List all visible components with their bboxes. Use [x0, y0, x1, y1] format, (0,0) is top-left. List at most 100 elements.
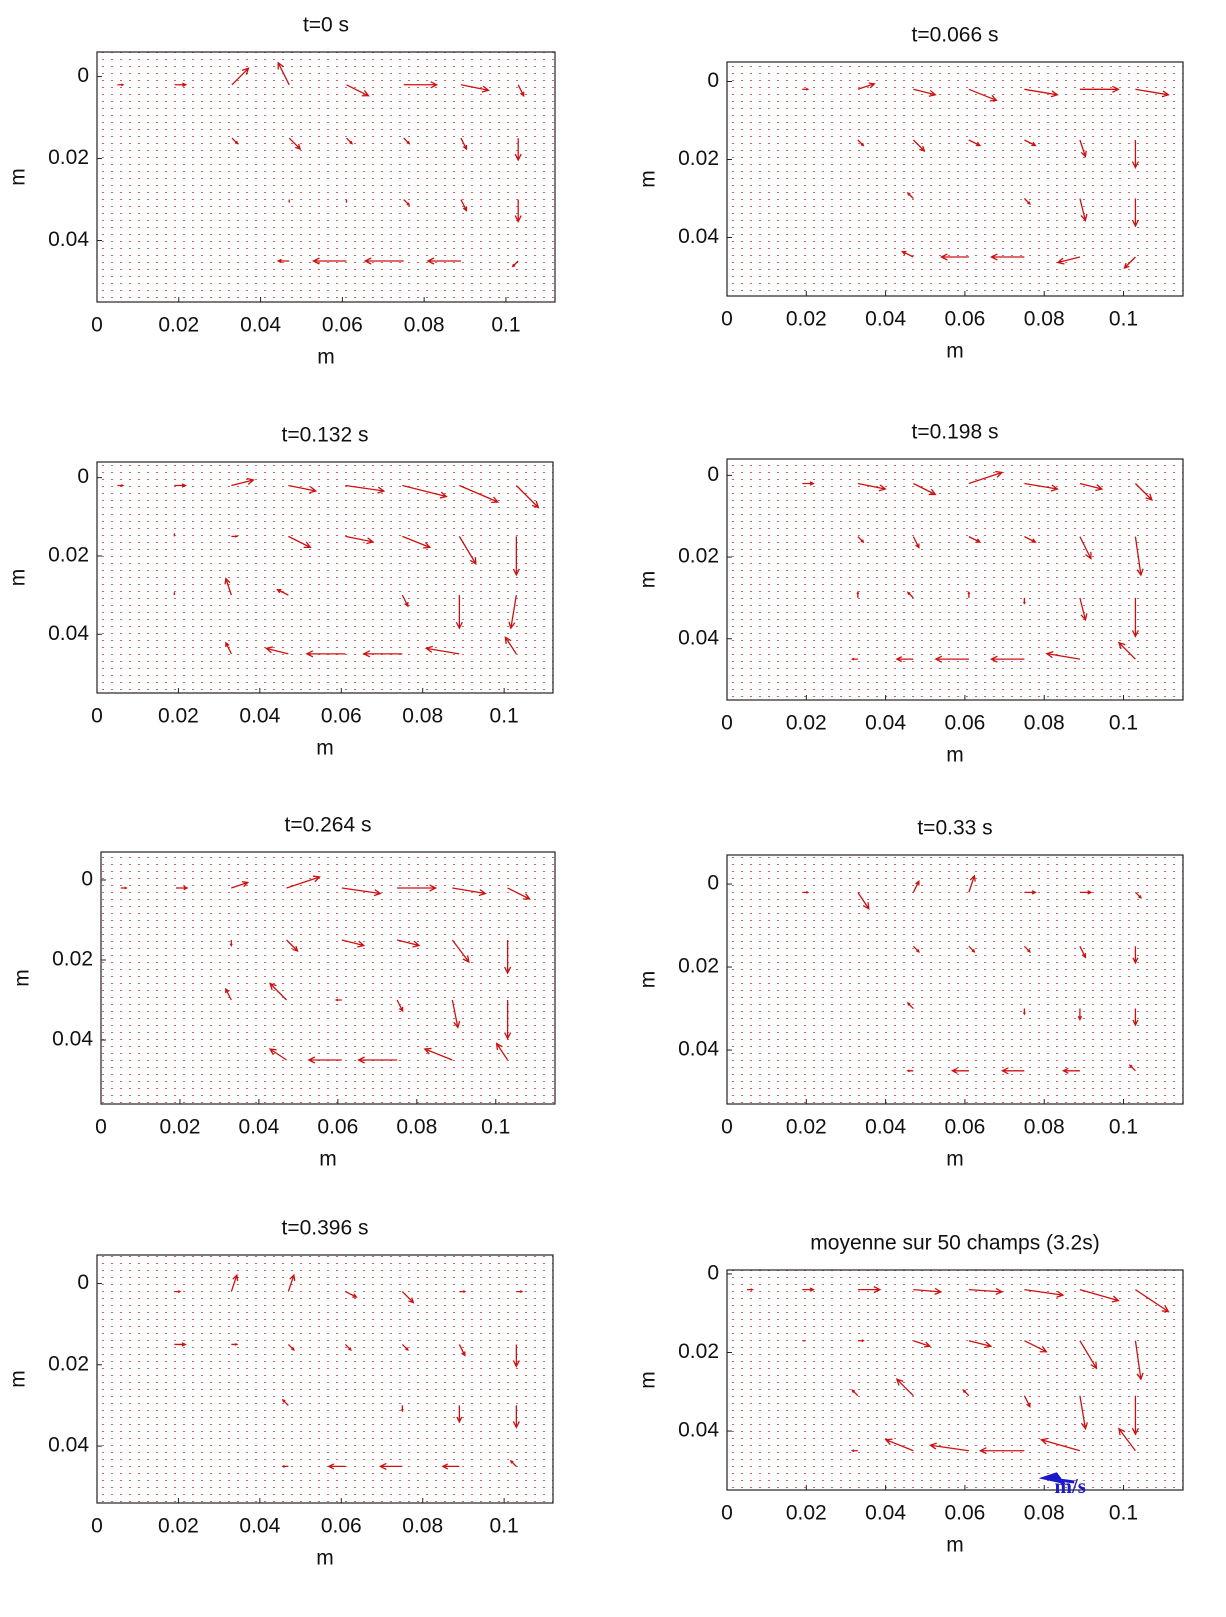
- vector-arrow: [913, 1287, 943, 1295]
- vector-arrow: [400, 1405, 404, 1413]
- vector-arrow: [281, 1398, 289, 1406]
- vector-arrow: [269, 982, 288, 1001]
- vector-arrow: [802, 1339, 806, 1342]
- vector-arrow: [403, 81, 439, 89]
- vector-arrow: [460, 137, 468, 151]
- vector-arrow: [225, 987, 232, 1001]
- y-axis-label: m: [11, 969, 34, 987]
- vector-arrow: [857, 482, 887, 492]
- subplot-title: t=0.198 s: [912, 421, 999, 444]
- vector-arrow: [345, 137, 353, 145]
- vector-arrow: [1128, 1064, 1136, 1072]
- subplot: 0 0.02 0.04 0.06 0.08 0.1 0 0.02 0.04 t=0.396 s m m: [7, 1217, 554, 1570]
- y-tick-label: 0: [77, 465, 89, 488]
- vector-arrow: [906, 1069, 914, 1073]
- vector-arrow: [1040, 1437, 1081, 1452]
- plot-background: [727, 62, 1183, 296]
- vector-arrow: [397, 884, 438, 892]
- x-tick-label: 0.06: [944, 308, 985, 331]
- y-axis-label: m: [637, 1371, 660, 1389]
- vector-arrow: [441, 1463, 460, 1470]
- vector-arrow: [746, 1288, 754, 1292]
- y-tick-label: 0: [77, 1271, 89, 1294]
- y-tick-label: 0.04: [678, 225, 719, 248]
- vector-arrow: [1079, 85, 1120, 93]
- plot-background: [101, 852, 555, 1104]
- x-tick-label: 0.04: [239, 1515, 280, 1538]
- vector-arrow: [1079, 536, 1092, 560]
- vector-arrow: [345, 484, 386, 494]
- axes-box: [100, 851, 556, 1105]
- vector-arrow: [1024, 139, 1037, 147]
- x-tick-label: 0.02: [786, 1116, 827, 1139]
- axes-box: [726, 1269, 1184, 1491]
- vector-arrow: [912, 536, 920, 549]
- vector-arrow: [423, 1047, 453, 1061]
- vector-arrow: [912, 139, 926, 153]
- vector-arrow: [1022, 597, 1026, 605]
- vector-arrow: [495, 1042, 509, 1061]
- x-tick-label: 0.1: [491, 314, 520, 337]
- x-tick-label: 0.04: [865, 1116, 906, 1139]
- x-tick-label: 0.02: [158, 314, 199, 337]
- vector-arrow: [1135, 1289, 1170, 1313]
- x-tick-label: 0.06: [317, 1116, 358, 1139]
- x-tick-label: 0.1: [490, 1515, 519, 1538]
- vector-arrow: [857, 1339, 865, 1343]
- x-tick-label: 0.06: [321, 705, 362, 728]
- y-tick-label: 0.02: [678, 147, 719, 170]
- x-tick-label: 0.08: [1024, 1502, 1065, 1525]
- x-tick-label: 0.02: [158, 705, 199, 728]
- vector-arrow: [458, 1344, 466, 1357]
- vector-arrow: [504, 636, 517, 655]
- vector-arrow: [1024, 482, 1059, 492]
- x-tick-label: 0.1: [1109, 308, 1138, 331]
- subplot-title: t=0 s: [303, 14, 349, 37]
- x-tick-label: 0.02: [158, 1515, 199, 1538]
- vector-arrow: [174, 1342, 187, 1347]
- y-tick-label: 0: [81, 868, 93, 891]
- vector-arrow: [402, 484, 448, 499]
- vector-arrow: [287, 1273, 296, 1292]
- vector-arrow: [174, 483, 187, 488]
- x-tick-label: 0.06: [944, 1116, 985, 1139]
- x-axis-label: m: [316, 1547, 334, 1570]
- vector-arrow: [455, 595, 463, 630]
- vector-arrow: [1079, 139, 1087, 158]
- x-tick-label: 0: [95, 1116, 107, 1139]
- y-tick-label: 0.04: [52, 1028, 93, 1051]
- vector-arrow: [906, 1002, 914, 1010]
- plot-background: [727, 1270, 1183, 1490]
- y-axis-label: m: [7, 1370, 30, 1388]
- vector-arrow: [117, 83, 125, 87]
- vector-arrow: [341, 939, 366, 948]
- subplot-title: t=0.066 s: [912, 24, 999, 47]
- x-axis-label: m: [946, 1148, 964, 1171]
- y-tick-label: 0.02: [52, 948, 93, 971]
- vector-arrow: [459, 484, 500, 504]
- subplot: 0 0.02 0.04 0.06 0.08 0.1 0 0.02 0.04 t=0 s m m: [7, 14, 556, 369]
- vector-arrow: [231, 137, 239, 145]
- y-tick-label: 0: [707, 463, 719, 486]
- vector-arrow: [173, 532, 176, 537]
- vector-arrow: [906, 591, 914, 599]
- vector-arrow: [912, 880, 920, 893]
- axes-box: [96, 51, 556, 303]
- vector-arrow: [424, 645, 460, 655]
- vector-arrow: [268, 1048, 287, 1061]
- vector-arrow: [1118, 1427, 1136, 1452]
- vector-arrow: [968, 874, 976, 893]
- vector-arrow: [857, 891, 870, 911]
- vector-arrow: [939, 253, 969, 261]
- scale-label: m/s: [1054, 1474, 1086, 1498]
- vector-arrow: [508, 595, 517, 630]
- y-tick-label: 0.02: [678, 955, 719, 978]
- vector-arrow: [1132, 946, 1139, 965]
- axes-box: [96, 461, 554, 694]
- x-tick-label: 0.06: [944, 712, 985, 735]
- vector-arrow: [851, 1389, 859, 1397]
- x-tick-label: 0.1: [490, 705, 519, 728]
- vector-arrow: [451, 939, 470, 964]
- axes-box: [726, 854, 1184, 1105]
